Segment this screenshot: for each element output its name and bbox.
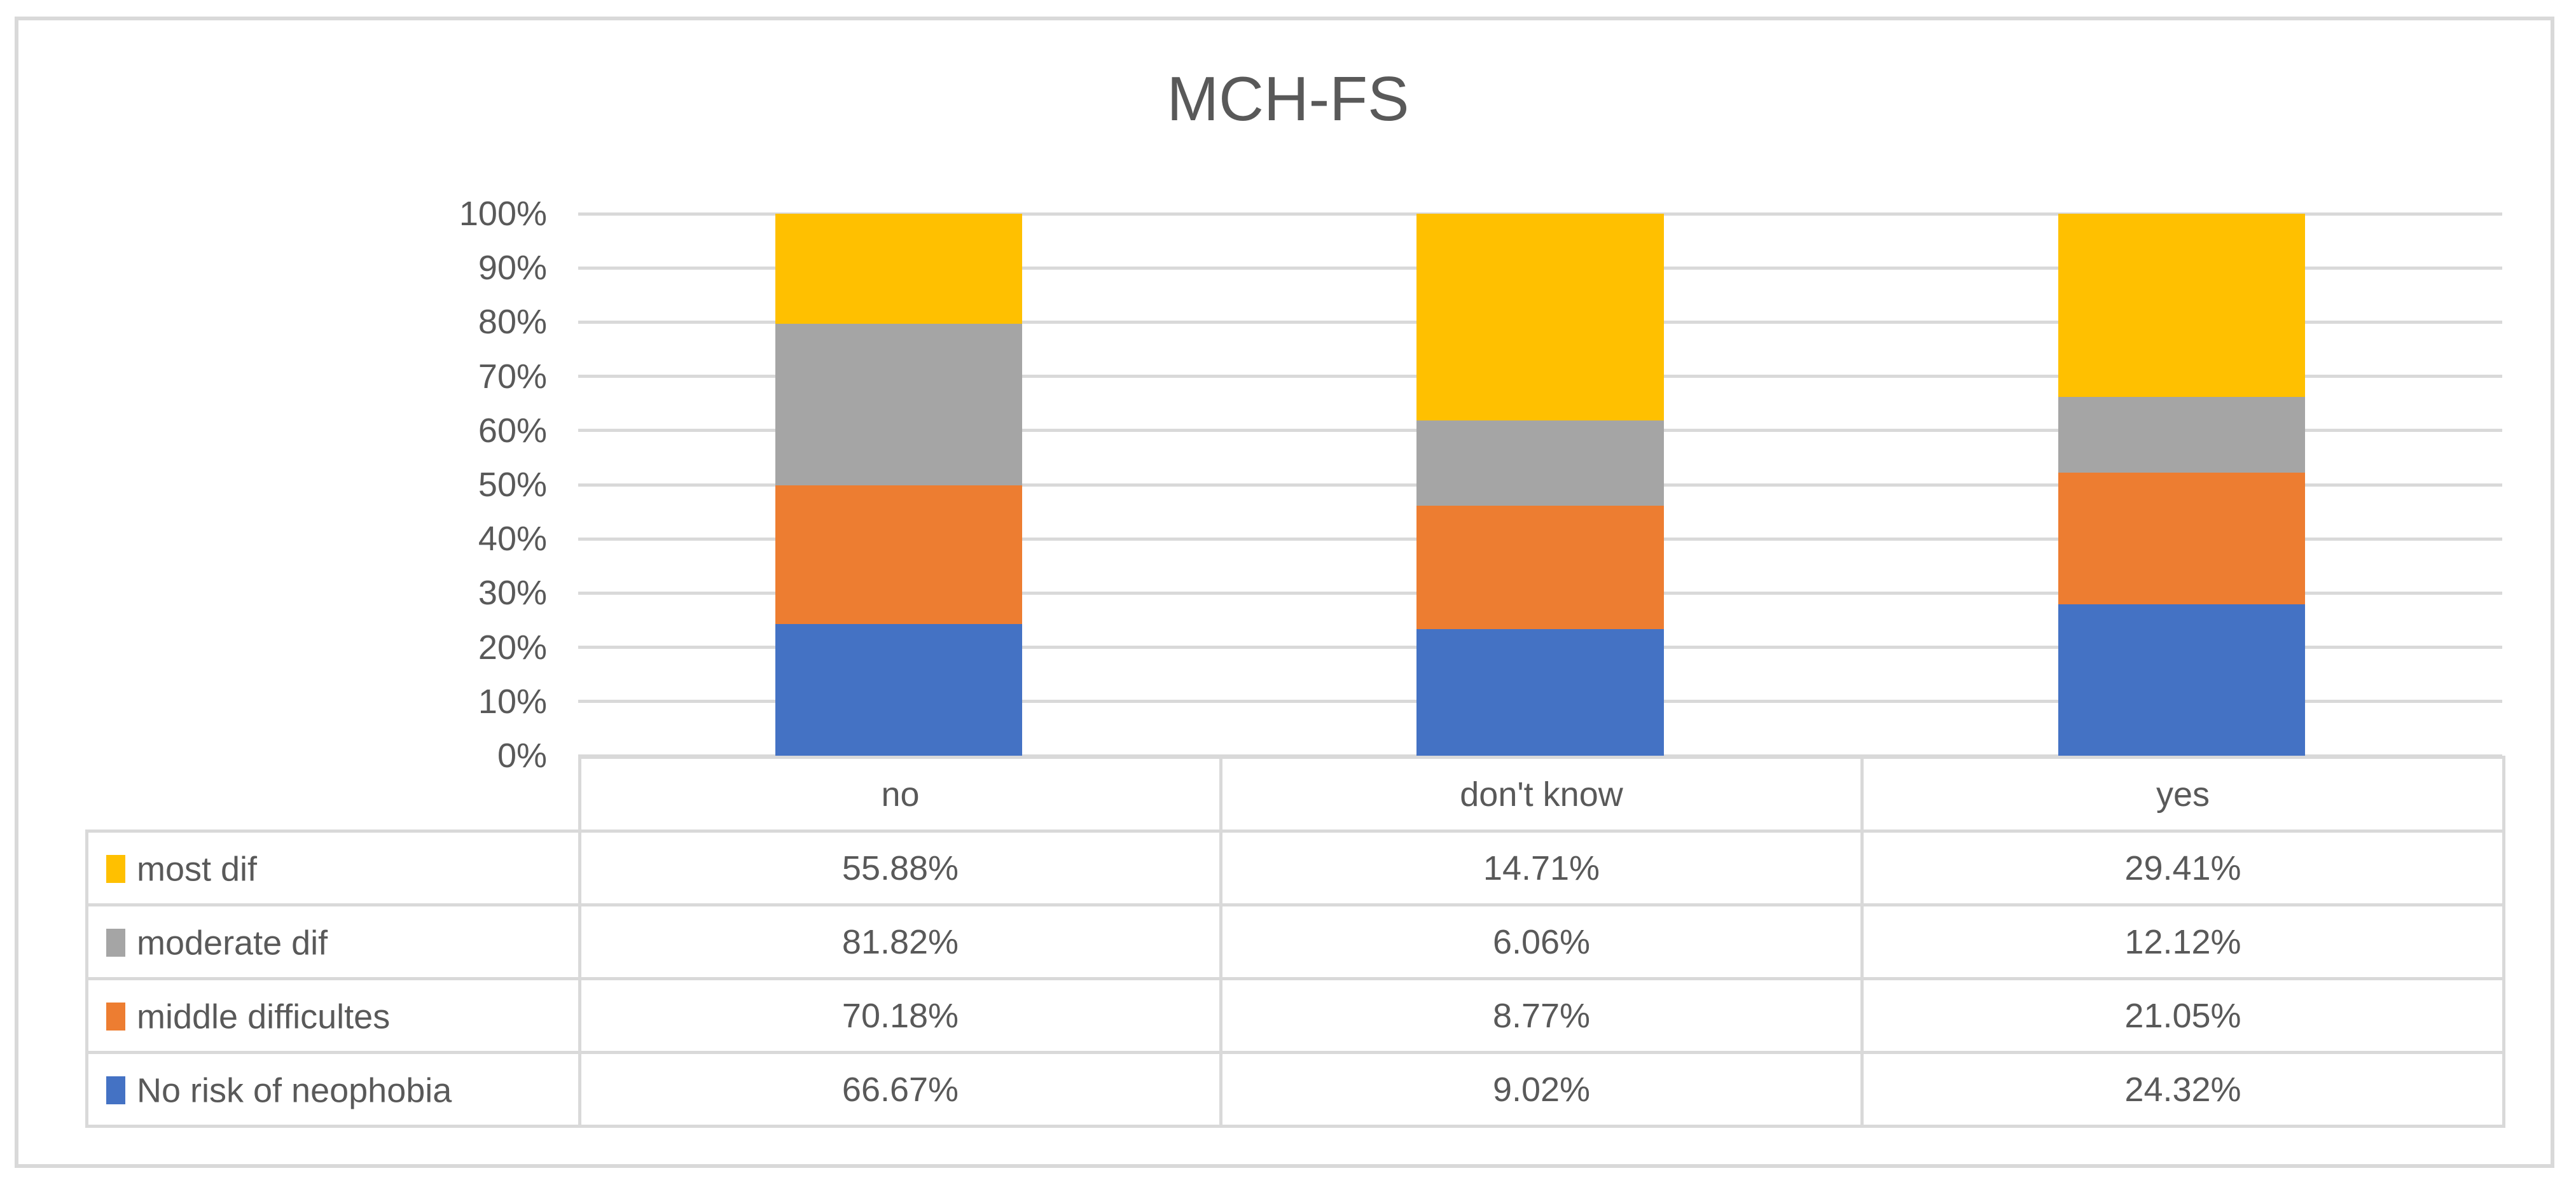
table-header-don't know: don't know	[1219, 756, 1864, 833]
value-cell: 8.77%	[1219, 977, 1864, 1054]
data-table: no don't know yes most dif 55.88% 14.71% 29.41…	[85, 756, 2505, 1128]
bar-segment-moderate-dif	[2058, 397, 2305, 473]
legend-cell: moderate dif	[85, 903, 581, 980]
y-axis-tick-label: 20%	[478, 628, 547, 667]
bar-segment-middle-difficultes	[1416, 505, 1664, 629]
value-cell: 9.02%	[1219, 1051, 1864, 1128]
bar-segment-moderate-dif	[775, 324, 1023, 486]
bar-segment-middle-difficultes	[2058, 473, 2305, 604]
legend-swatch-icon	[106, 1076, 125, 1105]
value-cell: 6.06%	[1219, 903, 1864, 980]
plot-area	[578, 212, 2502, 758]
table-corner-blank	[87, 758, 580, 831]
value-cell: 81.82%	[578, 903, 1222, 980]
value-cell: 55.88%	[578, 829, 1222, 906]
value-cell: 66.67%	[578, 1051, 1222, 1128]
bar-segment-no-risk-of-neophobia	[2058, 604, 2305, 756]
bar-segment-middle-difficultes	[775, 485, 1023, 625]
legend-cell: middle difficultes	[85, 977, 581, 1054]
y-axis-tick-label: 60%	[478, 411, 547, 450]
y-axis-tick-label: 40%	[478, 520, 547, 559]
y-axis-tick-label: 80%	[478, 303, 547, 342]
bar-column-don't know	[1219, 214, 1860, 756]
table-header-no: no	[578, 756, 1222, 833]
table-header-row: no don't know yes	[87, 756, 2505, 833]
value-cell: 14.71%	[1219, 829, 1864, 906]
bar-segment-moderate-dif	[1416, 420, 1664, 506]
legend-swatch-icon	[106, 1003, 125, 1031]
bar-column-no	[578, 214, 1219, 756]
table-row-no-risk-of-neophobia: No risk of neophobia 66.67% 9.02% 24.32%	[85, 1051, 2505, 1128]
legend-series-name: moderate dif	[137, 924, 328, 962]
bar-segment-no-risk-of-neophobia	[775, 624, 1023, 756]
stacked-bar	[775, 214, 1023, 756]
y-axis-tick-label: 70%	[478, 357, 547, 396]
y-axis-tick-label: 30%	[478, 574, 547, 613]
bar-segment-most-dif	[2058, 214, 2305, 398]
y-axis-tick-label: 90%	[478, 249, 547, 288]
bar-segment-most-dif	[775, 214, 1023, 324]
y-axis-tick-label: 10%	[478, 682, 547, 721]
chart-title: MCH-FS	[1167, 64, 1409, 134]
y-axis-tick-label: 50%	[478, 466, 547, 504]
legend-series-name: middle difficultes	[137, 997, 391, 1036]
value-cell: 70.18%	[578, 977, 1222, 1054]
bar-segment-most-dif	[1416, 214, 1664, 421]
stacked-bar	[1416, 214, 1664, 756]
legend-swatch-icon	[106, 929, 125, 957]
table-row-middle-difficultes: middle difficultes 70.18% 8.77% 21.05%	[85, 977, 2505, 1054]
legend-series-name: most dif	[137, 850, 258, 889]
y-axis-tick-label: 0%	[497, 737, 547, 775]
value-cell: 21.05%	[1860, 977, 2505, 1054]
bar-segment-no-risk-of-neophobia	[1416, 628, 1664, 756]
legend-swatch-icon	[106, 855, 125, 884]
value-cell: 24.32%	[1860, 1051, 2505, 1128]
bar-column-yes	[1861, 214, 2502, 756]
table-row-most-dif: most dif 55.88% 14.71% 29.41%	[85, 829, 2505, 906]
legend-cell: No risk of neophobia	[85, 1051, 581, 1128]
table-header-yes: yes	[1860, 756, 2505, 833]
stacked-bar	[2058, 214, 2305, 756]
chart-area: 0% 10% 20% 30% 40% 50% 60% 70% 80% 90% 100%	[85, 195, 2502, 775]
value-cell: 29.41%	[1860, 829, 2505, 906]
y-axis-tick-label: 100%	[459, 195, 547, 233]
table-row-moderate-dif: moderate dif 81.82% 6.06% 12.12%	[85, 903, 2505, 980]
gridline	[578, 754, 2502, 758]
legend-series-name: No risk of neophobia	[137, 1071, 452, 1110]
data-table-wrap: no don't know yes most dif 55.88% 14.71% 29.41…	[85, 756, 2505, 1128]
legend-cell: most dif	[85, 829, 581, 906]
value-cell: 12.12%	[1860, 903, 2505, 980]
